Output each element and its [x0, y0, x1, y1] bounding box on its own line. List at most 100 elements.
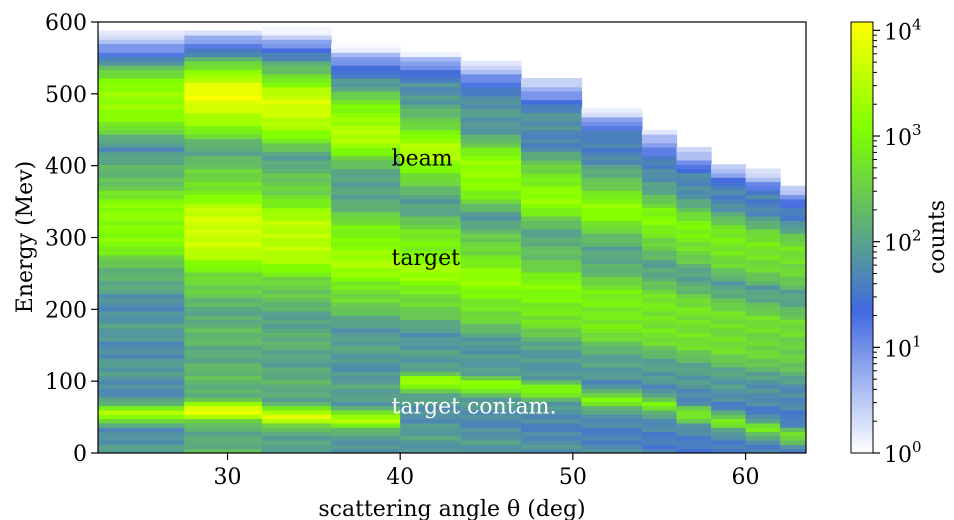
heatmap-cell	[521, 116, 583, 122]
heatmap-cell	[711, 328, 747, 333]
heatmap-cell	[184, 302, 263, 308]
heatmap-cell	[98, 310, 185, 316]
heatmap-cell	[98, 34, 185, 40]
heatmap-cell	[745, 366, 781, 372]
heatmap-cell	[676, 358, 712, 364]
heatmap-cell	[641, 224, 678, 230]
heatmap-cell	[641, 198, 678, 204]
heatmap-cell	[98, 418, 185, 424]
colorbar-tick-label: 100	[884, 438, 922, 468]
heatmap-cell	[98, 409, 185, 415]
heatmap-cell	[581, 444, 643, 450]
heatmap-cell	[581, 302, 643, 308]
heatmap-cell	[262, 448, 332, 453]
heatmap-cell	[521, 215, 583, 221]
heatmap-cell	[460, 319, 522, 325]
heatmap-cell	[262, 332, 332, 338]
heatmap-cell	[711, 315, 747, 320]
heatmap-cell	[98, 422, 185, 428]
heatmap-cell	[262, 194, 332, 200]
heatmap-cell	[780, 211, 806, 217]
heatmap-cell	[184, 90, 263, 96]
heatmap-cell	[98, 306, 185, 312]
heatmap-cell	[641, 159, 678, 165]
heatmap-cell	[745, 401, 781, 407]
heatmap-cell	[676, 194, 712, 200]
heatmap-cell	[400, 379, 462, 385]
heatmap-cell	[581, 384, 643, 389]
heatmap-cell	[641, 435, 678, 441]
heatmap-cell	[641, 315, 678, 320]
heatmap-cell	[262, 134, 332, 139]
heatmap-cell	[98, 142, 185, 148]
heatmap-cell	[400, 164, 462, 170]
heatmap-cell	[711, 280, 747, 286]
heatmap-cell	[400, 280, 462, 286]
heatmap-cell	[184, 435, 263, 441]
heatmap-cell	[581, 297, 643, 303]
heatmap-cell	[98, 345, 185, 351]
heatmap-cell	[711, 289, 747, 295]
heatmap-cell	[711, 414, 747, 420]
heatmap-cell	[400, 220, 462, 226]
heatmap-cell	[581, 267, 643, 273]
heatmap-cell	[745, 375, 781, 381]
heatmap-cell	[460, 116, 522, 122]
heatmap-cell	[581, 108, 643, 114]
heatmap-cell	[98, 177, 185, 183]
heatmap-cell	[711, 358, 747, 364]
heatmap-cell	[331, 43, 401, 49]
heatmap-cell	[581, 396, 643, 402]
heatmap-cell	[331, 103, 401, 109]
heatmap-cell	[400, 151, 462, 157]
heatmap-cell	[780, 271, 806, 277]
heatmap-cell	[676, 353, 712, 359]
heatmap-cell	[745, 177, 781, 183]
heatmap-cell	[745, 280, 781, 286]
heatmap-cell	[711, 198, 747, 204]
heatmap-cell	[400, 125, 462, 131]
heatmap-cell	[711, 215, 747, 221]
heatmap-cell	[581, 310, 643, 316]
heatmap-cell	[521, 194, 583, 200]
heatmap-cell	[745, 190, 781, 195]
heatmap-cell	[184, 125, 263, 131]
heatmap-cell	[184, 181, 263, 187]
heatmap-cell	[521, 340, 583, 346]
heatmap-cell	[98, 444, 185, 450]
heatmap-cell	[581, 440, 643, 445]
heatmap-cell	[460, 431, 522, 437]
heatmap-cell	[184, 56, 263, 62]
heatmap-cell	[460, 332, 522, 338]
heatmap-cell	[98, 401, 185, 407]
heatmap-cell	[400, 250, 462, 256]
heatmap-cell	[745, 396, 781, 402]
heatmap-cell	[400, 138, 462, 144]
colorbar-tick-label: 103	[884, 121, 922, 151]
heatmap-cell	[676, 185, 712, 191]
heatmap-cell	[521, 95, 583, 101]
heatmap-cell	[184, 159, 263, 165]
heatmap-cell	[581, 276, 643, 282]
heatmap-cell	[581, 125, 643, 131]
heatmap-cell	[331, 159, 401, 165]
heatmap-cell	[676, 332, 712, 338]
heatmap-cell	[184, 69, 263, 75]
heatmap-cell	[331, 142, 401, 148]
heatmap-cell	[262, 388, 332, 394]
heatmap-cell	[521, 220, 583, 226]
heatmap-cell	[676, 293, 712, 299]
heatmap-cell	[98, 86, 185, 92]
heatmap-cell	[184, 233, 263, 239]
heatmap-cell	[780, 440, 806, 445]
heatmap-cell	[676, 168, 712, 174]
heatmap-cell	[581, 194, 643, 200]
heatmap-cell	[262, 198, 332, 204]
heatmap-cell	[400, 142, 462, 148]
heatmap-cell	[331, 302, 401, 308]
heatmap-cell	[711, 297, 747, 303]
heatmap-cell	[780, 237, 806, 243]
heatmap-cell	[745, 237, 781, 243]
heatmap-cell	[711, 241, 747, 247]
heatmap-cell	[711, 409, 747, 415]
